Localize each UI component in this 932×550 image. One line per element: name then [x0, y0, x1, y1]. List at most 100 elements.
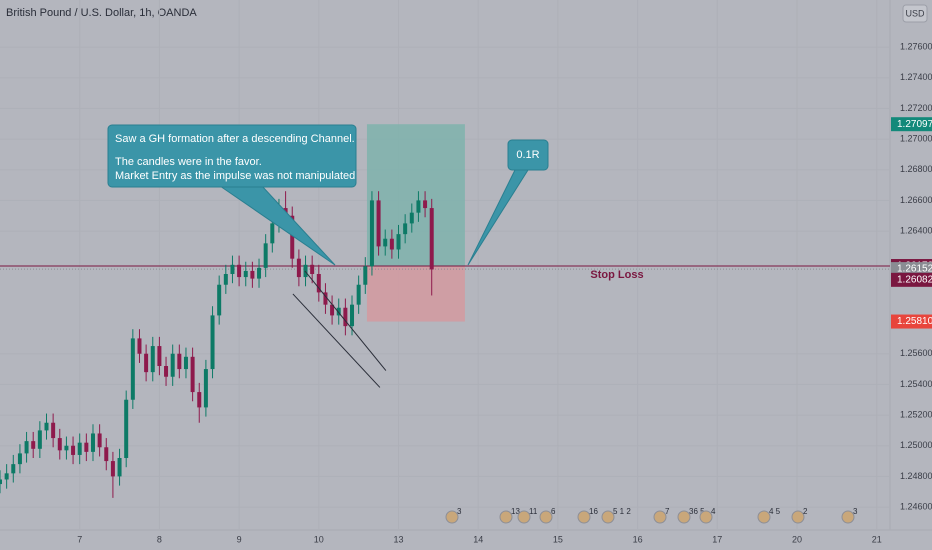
candle-body [97, 433, 102, 448]
currency-label[interactable]: USD [905, 8, 925, 18]
candle-body [290, 215, 295, 259]
candle-body [203, 369, 208, 408]
event-icon[interactable] [677, 510, 691, 524]
candle-body [157, 346, 162, 367]
currency-button[interactable] [902, 4, 928, 23]
event-icon[interactable] [601, 510, 615, 524]
y-tick-label: 1.25400 [900, 379, 932, 389]
candle-body [389, 238, 394, 250]
event-count: 13 [511, 507, 520, 516]
candle-body [183, 356, 188, 370]
y-tick-label: 1.27200 [900, 103, 932, 113]
candle-body [376, 200, 381, 247]
x-tick-label: 17 [712, 534, 722, 544]
candle-body [124, 399, 129, 459]
candle-body [369, 200, 374, 267]
candle-body [104, 447, 109, 462]
candle-body [51, 422, 56, 439]
candle-body [350, 304, 355, 327]
event-icon[interactable] [577, 510, 591, 524]
candle-body [110, 461, 115, 477]
candle-body [71, 445, 76, 455]
event-icon[interactable] [445, 510, 459, 524]
price-label: 1.26152 [897, 264, 932, 275]
candle-body [330, 304, 335, 316]
candle-body [177, 353, 182, 370]
candle-body [250, 270, 255, 279]
candle-body [336, 307, 341, 316]
target-zone [366, 124, 465, 267]
candle-body [396, 234, 401, 250]
candle-body [24, 441, 29, 454]
channel-line [292, 293, 381, 388]
event-count: 5 1 2 [613, 507, 631, 516]
candle-body [316, 274, 321, 293]
price-label: 1.25810 [897, 316, 932, 327]
candle-body [323, 292, 328, 305]
y-tick-label: 1.26800 [900, 164, 932, 174]
event-count: 3 [853, 507, 858, 516]
ratio-text: 0.1R [516, 149, 539, 161]
candle-body [423, 200, 428, 209]
stop-zone [366, 266, 465, 322]
candle-body [257, 267, 262, 279]
candle-body [17, 453, 22, 465]
candle-body [11, 464, 16, 474]
x-tick-label: 8 [157, 534, 162, 544]
candle-body [303, 264, 308, 278]
price-label: 1.26082 [897, 274, 932, 285]
event-count: 4 5 [769, 507, 781, 516]
candle-body [57, 438, 62, 451]
candle-body [363, 266, 368, 285]
event-count: 4 [711, 507, 716, 516]
candle-body [383, 238, 388, 247]
candle-body [270, 223, 275, 244]
candle-body [170, 353, 175, 377]
event-icon[interactable] [653, 510, 667, 524]
callout-text: Saw a GH formation after a descending Ch… [115, 133, 355, 145]
callout-text: Market Entry as the impulse was not mani… [115, 170, 355, 182]
chart-title: British Pound / U.S. Dollar, 1h, OANDA [6, 7, 197, 19]
price-label-chip [891, 117, 932, 132]
event-icon[interactable] [841, 510, 855, 524]
candle-body [4, 473, 9, 480]
candle-body [84, 442, 89, 452]
candle-body [310, 264, 315, 275]
candle-body [137, 338, 142, 354]
x-tick-label: 15 [553, 534, 563, 544]
y-tick-label: 1.24600 [900, 501, 932, 511]
candle-body [263, 243, 268, 268]
candle-body [150, 346, 155, 373]
stop-loss-label: Stop Loss [590, 269, 643, 281]
x-tick-label: 13 [393, 534, 403, 544]
x-tick-label: 10 [314, 534, 324, 544]
ratio-box [507, 139, 549, 171]
y-tick-label: 1.26400 [900, 225, 932, 235]
event-icon[interactable] [791, 510, 805, 524]
candle-body [117, 458, 122, 477]
y-tick-label: 1.27400 [900, 72, 932, 82]
event-icon[interactable] [517, 510, 531, 524]
candle-body [243, 270, 248, 278]
x-tick-label: 14 [473, 534, 483, 544]
event-icon[interactable] [499, 510, 513, 524]
candle-body [44, 422, 49, 431]
y-tick-label: 1.27600 [900, 41, 932, 51]
candle-body [31, 441, 36, 449]
candle-body [343, 307, 348, 327]
event-count: 36 5 [689, 507, 705, 516]
event-icon[interactable] [757, 510, 771, 524]
event-icon[interactable] [699, 510, 713, 524]
y-tick-label: 1.27000 [900, 133, 932, 143]
y-tick-label: 1.25000 [900, 440, 932, 450]
y-tick-label: 1.26600 [900, 195, 932, 205]
event-icon[interactable] [539, 510, 553, 524]
event-count: 6 [551, 507, 556, 516]
candle-body [223, 274, 228, 285]
candle-body [164, 366, 169, 377]
x-tick-label: 16 [633, 534, 643, 544]
x-tick-label: 9 [237, 534, 242, 544]
candle-body [37, 430, 42, 449]
